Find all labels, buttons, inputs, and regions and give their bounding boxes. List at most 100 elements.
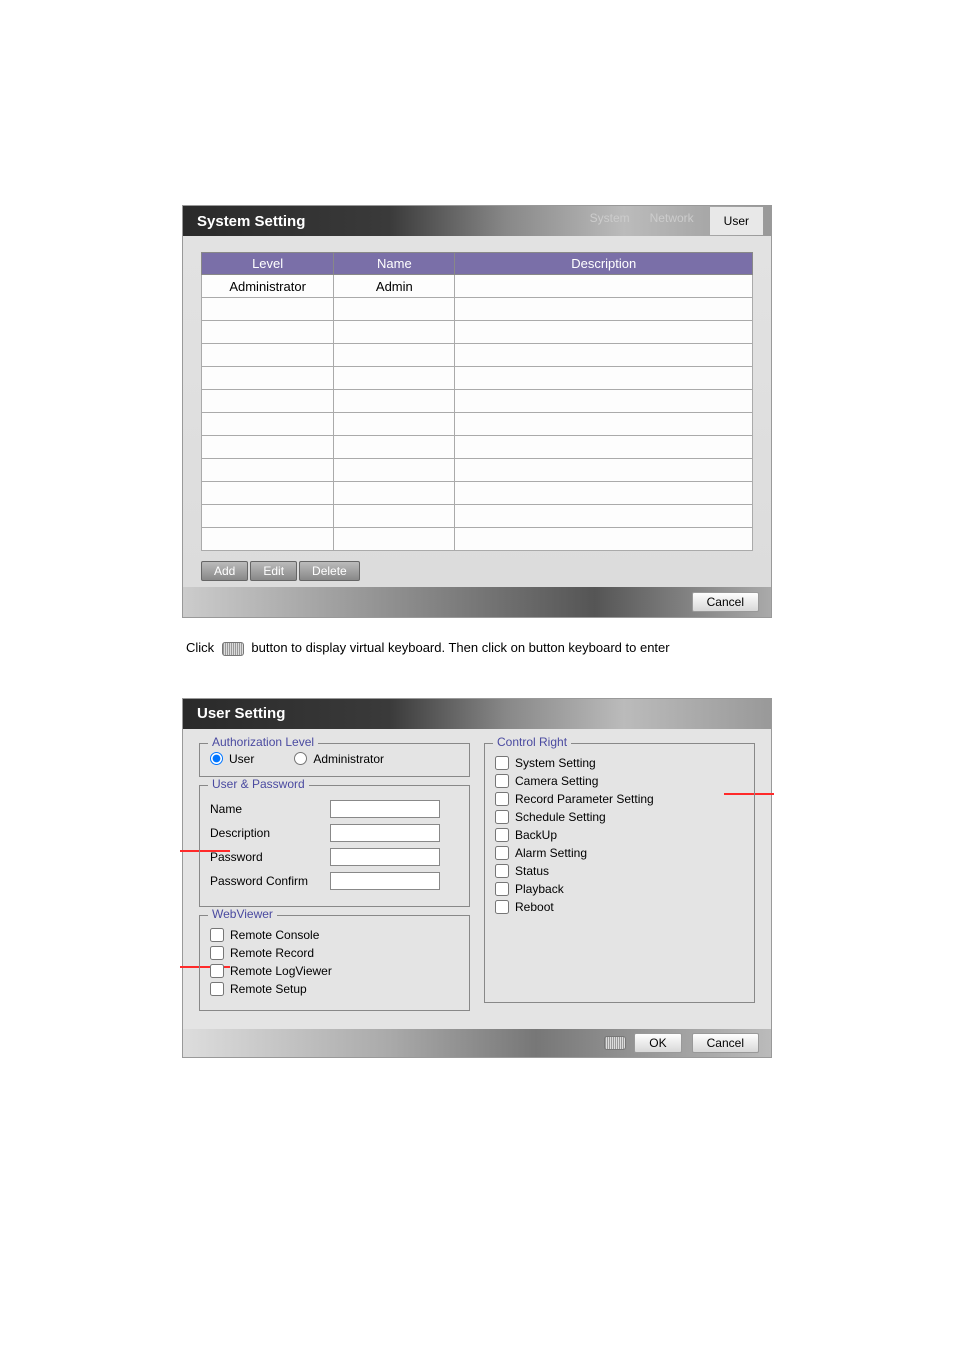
name-field[interactable] — [330, 800, 440, 818]
description-label: Description — [210, 826, 330, 840]
description-field[interactable] — [330, 824, 440, 842]
tab-system[interactable]: System — [580, 207, 640, 235]
table-row[interactable] — [202, 505, 753, 528]
user-setting-body: Authorization Level User Administrator — [183, 729, 771, 1029]
password-confirm-field[interactable] — [330, 872, 440, 890]
table-row[interactable] — [202, 528, 753, 551]
control-right-item[interactable]: Record Parameter Setting — [495, 792, 744, 806]
table-row[interactable] — [202, 413, 753, 436]
control-right-label: Reboot — [515, 900, 554, 914]
webviewer-checkbox[interactable] — [210, 928, 224, 942]
control-right-checkbox[interactable] — [495, 810, 509, 824]
control-right-checkbox[interactable] — [495, 774, 509, 788]
dialog-title: System Setting — [197, 213, 305, 230]
keyboard-icon[interactable] — [604, 1036, 626, 1050]
control-right-checkbox[interactable] — [495, 756, 509, 770]
webviewer-item[interactable]: Remote Record — [210, 946, 459, 960]
table-row[interactable] — [202, 321, 753, 344]
control-right-checkbox[interactable] — [495, 828, 509, 842]
webviewer-item[interactable]: Remote Setup — [210, 982, 459, 996]
webviewer-checkbox[interactable] — [210, 964, 224, 978]
system-setting-footer: Cancel — [183, 587, 771, 617]
webviewer-checkbox[interactable] — [210, 982, 224, 996]
user-setting-dialog: User Setting Authorization Level User Ad… — [182, 698, 772, 1058]
radio-user[interactable]: User — [210, 752, 254, 766]
control-right-label: Status — [515, 864, 549, 878]
webviewer-item[interactable]: Remote Console — [210, 928, 459, 942]
ok-button[interactable]: OK — [634, 1033, 681, 1053]
col-level: Level — [202, 253, 334, 275]
control-right-item[interactable]: Alarm Setting — [495, 846, 744, 860]
table-row[interactable] — [202, 344, 753, 367]
password-label: Password — [210, 850, 330, 864]
control-right-item[interactable]: Reboot — [495, 900, 744, 914]
col-name: Name — [334, 253, 455, 275]
webviewer-legend: WebViewer — [208, 907, 277, 921]
table-row[interactable] — [202, 298, 753, 321]
user-setting-titlebar: User Setting — [183, 699, 771, 729]
users-table: Level Name Description AdministratorAdmi… — [201, 252, 753, 551]
authorization-level-group: Authorization Level User Administrator — [199, 743, 470, 777]
webviewer-label: Remote Setup — [230, 982, 307, 996]
table-row[interactable] — [202, 482, 753, 505]
webviewer-label: Remote LogViewer — [230, 964, 332, 978]
control-right-checkbox[interactable] — [495, 792, 509, 806]
control-right-label: Record Parameter Setting — [515, 792, 654, 806]
control-right-item[interactable]: System Setting — [495, 756, 744, 770]
webviewer-checkbox[interactable] — [210, 946, 224, 960]
name-label: Name — [210, 802, 330, 816]
password-field[interactable] — [330, 848, 440, 866]
right-column: Control Right System SettingCamera Setti… — [484, 743, 755, 1019]
radio-admin-label: Administrator — [313, 752, 384, 766]
radio-user-label: User — [229, 752, 254, 766]
tab-row: System Network User — [580, 207, 763, 235]
instruction-part1: Click — [186, 640, 214, 655]
control-right-label: Camera Setting — [515, 774, 598, 788]
table-row[interactable]: AdministratorAdmin — [202, 275, 753, 298]
webviewer-group: WebViewer Remote ConsoleRemote RecordRem… — [199, 915, 470, 1011]
tab-network[interactable]: Network — [640, 207, 704, 235]
control-right-checkbox[interactable] — [495, 882, 509, 896]
instruction-text: Click button to display virtual keyboard… — [182, 638, 772, 658]
table-row[interactable] — [202, 367, 753, 390]
table-row[interactable] — [202, 436, 753, 459]
control-right-item[interactable]: Status — [495, 864, 744, 878]
table-row[interactable] — [202, 459, 753, 482]
keyboard-icon[interactable] — [222, 642, 244, 656]
col-description: Description — [455, 253, 753, 275]
dialog-title: User Setting — [197, 705, 285, 722]
webviewer-item[interactable]: Remote LogViewer — [210, 964, 459, 978]
system-setting-dialog: System Setting System Network User Level… — [182, 205, 772, 618]
control-right-item[interactable]: Camera Setting — [495, 774, 744, 788]
delete-button[interactable]: Delete — [299, 561, 360, 581]
control-right-checkbox[interactable] — [495, 864, 509, 878]
cancel-button[interactable]: Cancel — [692, 1033, 759, 1053]
control-right-label: Schedule Setting — [515, 810, 606, 824]
tab-user[interactable]: User — [710, 207, 763, 235]
control-right-legend: Control Right — [493, 735, 571, 749]
control-right-item[interactable]: Playback — [495, 882, 744, 896]
radio-user-input[interactable] — [210, 752, 223, 765]
cell-description — [455, 275, 753, 298]
control-right-label: System Setting — [515, 756, 596, 770]
left-column: Authorization Level User Administrator — [199, 743, 470, 1019]
control-right-checkbox[interactable] — [495, 846, 509, 860]
cancel-button[interactable]: Cancel — [692, 592, 759, 612]
add-button[interactable]: Add — [201, 561, 248, 581]
control-right-item[interactable]: Schedule Setting — [495, 810, 744, 824]
webviewer-label: Remote Console — [230, 928, 319, 942]
system-setting-titlebar: System Setting System Network User — [183, 206, 771, 236]
cell-level: Administrator — [202, 275, 334, 298]
control-right-label: Playback — [515, 882, 564, 896]
edit-button[interactable]: Edit — [250, 561, 297, 581]
table-row[interactable] — [202, 390, 753, 413]
control-right-item[interactable]: BackUp — [495, 828, 744, 842]
authorization-level-legend: Authorization Level — [208, 735, 318, 749]
table-buttons: Add Edit Delete — [201, 561, 753, 581]
radio-admin[interactable]: Administrator — [294, 752, 384, 766]
control-right-label: BackUp — [515, 828, 557, 842]
cell-name: Admin — [334, 275, 455, 298]
control-right-checkbox[interactable] — [495, 900, 509, 914]
radio-admin-input[interactable] — [294, 752, 307, 765]
system-setting-body: Level Name Description AdministratorAdmi… — [183, 236, 771, 587]
